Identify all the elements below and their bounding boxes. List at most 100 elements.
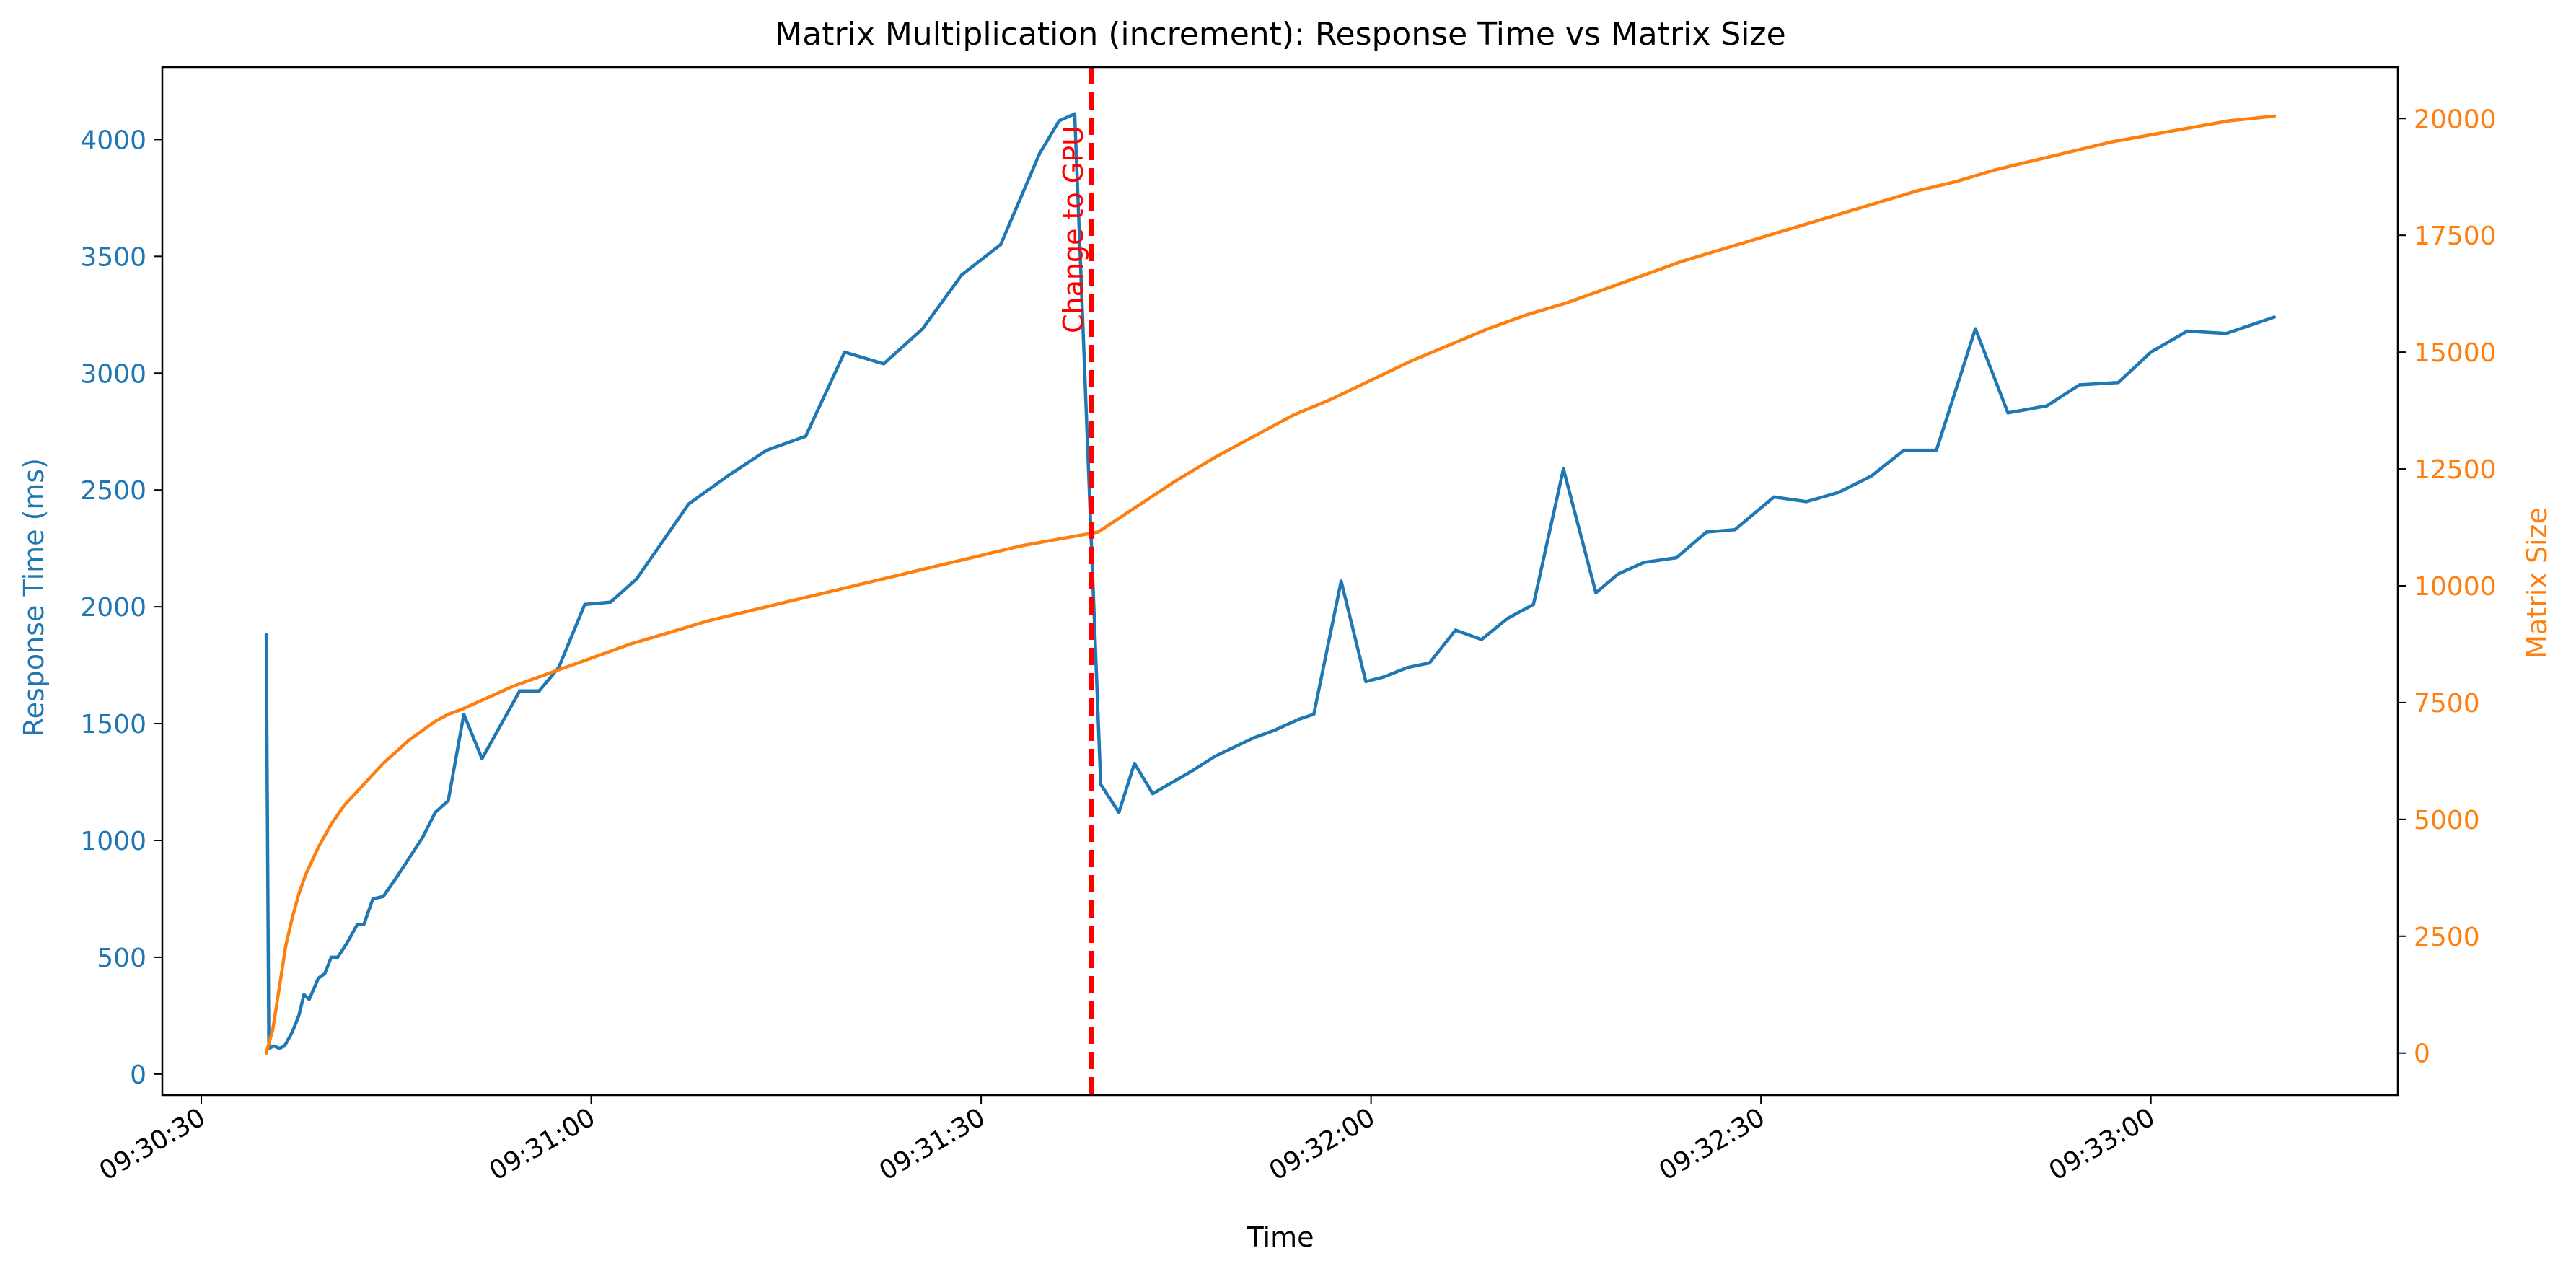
data-point-response-time — [291, 1030, 294, 1034]
y-right-tick-label: 10000 — [2414, 572, 2497, 602]
data-point-matrix-size — [369, 776, 372, 779]
y-left-tick-label: 3000 — [80, 359, 146, 389]
data-point-response-time — [1733, 528, 1737, 532]
data-point-response-time — [462, 712, 466, 716]
y-right-tick-label: 5000 — [2414, 806, 2480, 835]
data-point-response-time — [2116, 381, 2120, 385]
data-point-response-time — [2149, 350, 2153, 354]
data-point-response-time — [312, 985, 316, 990]
data-point-response-time — [283, 1044, 286, 1048]
data-point-matrix-size — [2227, 119, 2230, 123]
data-point-matrix-size — [356, 789, 359, 794]
data-point-matrix-size — [589, 656, 593, 660]
plot-frame — [161, 66, 2399, 1097]
data-point-matrix-size — [278, 985, 281, 990]
data-point-matrix-size — [1720, 247, 1724, 251]
data-point-matrix-size — [511, 685, 515, 688]
data-point-matrix-size — [667, 631, 671, 634]
data-point-matrix-size — [395, 750, 398, 754]
data-point-response-time — [1298, 717, 1301, 721]
data-point-response-time — [1382, 675, 1386, 679]
data-point-matrix-size — [1837, 212, 1841, 216]
data-point-response-time — [1616, 572, 1620, 576]
data-point-response-time — [2272, 315, 2276, 319]
data-point-response-time — [687, 502, 690, 506]
data-point-response-time — [765, 448, 769, 452]
data-point-response-time — [2078, 383, 2081, 387]
data-point-matrix-size — [1135, 504, 1139, 509]
data-point-matrix-size — [2149, 133, 2153, 137]
data-point-response-time — [382, 895, 385, 898]
data-point-matrix-size — [2110, 140, 2114, 144]
data-point-response-time — [1405, 666, 1410, 669]
data-point-matrix-size — [284, 944, 288, 947]
chart-title: Matrix Multiplication (increment): Respo… — [775, 16, 1785, 53]
data-point-matrix-size — [823, 591, 827, 594]
data-point-response-time — [1772, 495, 1776, 499]
data-point-response-time — [1252, 736, 1256, 739]
data-point-response-time — [330, 955, 333, 959]
data-point-response-time — [1594, 591, 1598, 594]
y-right-tick-label: 12500 — [2414, 455, 2497, 485]
data-point-matrix-size — [485, 696, 489, 700]
data-point-response-time — [1191, 768, 1195, 773]
data-point-response-time — [1364, 680, 1368, 683]
y-left-tick-label: 2500 — [80, 476, 146, 506]
data-point-response-time — [345, 941, 348, 945]
data-point-response-time — [1870, 474, 1873, 478]
data-point-response-time — [395, 876, 398, 880]
data-point-matrix-size — [330, 822, 333, 826]
data-point-response-time — [1073, 112, 1077, 115]
data-point-matrix-size — [460, 708, 463, 711]
data-point-response-time — [1531, 602, 1535, 607]
y-right-tick-label: 0 — [2414, 1040, 2430, 1069]
data-point-response-time — [1902, 448, 1906, 452]
data-point-response-time — [307, 998, 311, 1001]
data-point-matrix-size — [2071, 149, 2075, 153]
data-point-response-time — [336, 955, 340, 959]
data-point-matrix-size — [291, 915, 294, 920]
data-point-matrix-size — [1213, 455, 1217, 460]
data-point-response-time — [1454, 628, 1457, 632]
data-point-response-time — [2006, 411, 2010, 415]
data-point-response-time — [272, 1044, 276, 1048]
data-point-matrix-size — [1330, 397, 1334, 401]
series-line-response-time — [264, 112, 2277, 1050]
data-point-matrix-size — [2032, 159, 2036, 162]
data-point-response-time — [480, 757, 484, 760]
data-point-response-time — [2045, 404, 2049, 408]
data-point-response-time — [264, 633, 268, 637]
data-point-matrix-size — [264, 1051, 268, 1055]
series-layer — [264, 112, 2277, 1055]
data-point-matrix-size — [1019, 544, 1022, 548]
data-point-matrix-size — [537, 675, 541, 679]
data-point-response-time — [726, 474, 729, 478]
data-point-matrix-size — [706, 619, 710, 623]
data-point-response-time — [920, 327, 925, 330]
annotation-label: Change to GPU — [1058, 126, 1089, 333]
data-point-response-time — [2225, 332, 2228, 335]
data-point-response-time — [1505, 617, 1509, 620]
data-point-matrix-size — [447, 712, 450, 716]
data-point-matrix-size — [421, 729, 424, 732]
data-point-matrix-size — [1642, 273, 1646, 277]
data-point-response-time — [882, 362, 886, 366]
y-right-tick-label: 17500 — [2414, 221, 2497, 251]
data-point-matrix-size — [1058, 537, 1061, 541]
data-point-matrix-size — [979, 553, 983, 558]
data-point-matrix-size — [745, 610, 749, 613]
data-point-response-time — [1674, 555, 1679, 560]
data-point-response-time — [1312, 712, 1316, 716]
data-point-response-time — [1428, 661, 1431, 665]
data-point-response-time — [1213, 755, 1217, 758]
data-point-response-time — [635, 577, 638, 581]
data-point-response-time — [1340, 579, 1343, 583]
data-point-response-time — [1480, 638, 1483, 641]
data-point-matrix-size — [1174, 479, 1178, 483]
data-point-response-time — [609, 600, 612, 604]
y-left-tick-label: 1000 — [80, 827, 146, 856]
y-left-tick-label: 1500 — [80, 710, 146, 739]
data-point-response-time — [371, 897, 375, 901]
